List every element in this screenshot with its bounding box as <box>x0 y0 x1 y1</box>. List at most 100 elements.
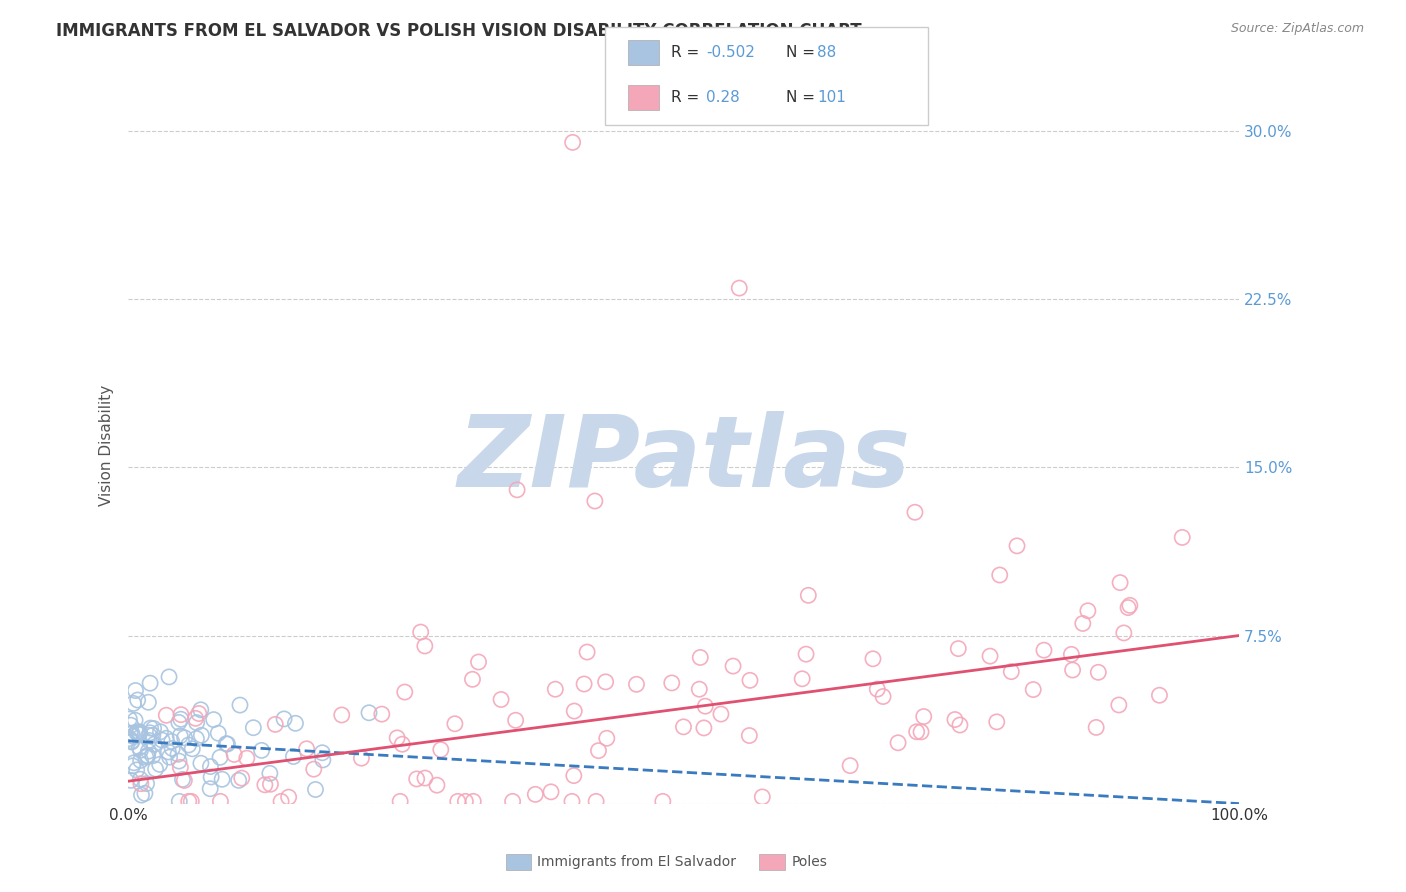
Point <box>905 724 928 739</box>
Point <box>311 746 333 760</box>
Point <box>394 685 416 699</box>
Point <box>447 794 470 808</box>
Point <box>169 760 191 774</box>
Point <box>259 777 281 791</box>
Point <box>1109 575 1132 590</box>
Point <box>1112 626 1135 640</box>
Point <box>138 744 160 758</box>
Point <box>215 737 238 751</box>
Point <box>208 750 231 764</box>
Point <box>155 731 177 746</box>
Point <box>169 729 191 743</box>
Point <box>157 670 180 684</box>
Point <box>304 782 326 797</box>
Point <box>127 724 149 739</box>
Point <box>312 753 335 767</box>
Point <box>200 759 222 773</box>
Point <box>413 639 436 653</box>
Point <box>135 776 157 790</box>
Point <box>330 708 353 723</box>
Point <box>231 771 253 785</box>
Point <box>454 794 477 808</box>
Point <box>979 649 1001 664</box>
Point <box>128 725 150 739</box>
Point <box>672 720 695 734</box>
Point <box>562 769 585 783</box>
Point <box>190 756 212 771</box>
Point <box>145 762 167 776</box>
Point <box>209 794 232 808</box>
Point <box>661 676 683 690</box>
Point <box>405 772 427 786</box>
Point <box>502 794 524 808</box>
Point <box>121 759 143 773</box>
Text: R =: R = <box>671 90 704 104</box>
Text: N =: N = <box>786 90 820 104</box>
Point <box>124 713 146 727</box>
Point <box>738 673 761 688</box>
Point <box>180 794 202 808</box>
Text: -0.502: -0.502 <box>706 45 755 60</box>
Point <box>1000 665 1022 679</box>
Point <box>284 716 307 731</box>
Point <box>167 754 190 768</box>
Point <box>155 708 177 723</box>
Point <box>187 706 209 721</box>
Point <box>170 707 193 722</box>
Point <box>184 711 207 725</box>
Point <box>125 725 148 739</box>
Point <box>544 682 567 697</box>
Point <box>1087 665 1109 680</box>
Point <box>186 731 208 746</box>
Point <box>169 794 191 808</box>
Point <box>904 505 927 519</box>
Point <box>167 715 190 730</box>
Point <box>120 773 142 788</box>
Point <box>253 778 276 792</box>
Text: Poles: Poles <box>792 855 828 869</box>
Point <box>409 625 432 640</box>
Point <box>127 693 149 707</box>
Point <box>1005 539 1028 553</box>
Point <box>391 737 413 751</box>
Point <box>229 698 252 712</box>
Point <box>1149 688 1171 702</box>
Point <box>211 772 233 787</box>
Y-axis label: Vision Disability: Vision Disability <box>100 384 114 506</box>
Point <box>794 647 817 661</box>
Point <box>273 712 295 726</box>
Point <box>596 731 619 746</box>
Point <box>540 785 562 799</box>
Point <box>181 741 204 756</box>
Point <box>561 136 583 150</box>
Point <box>283 749 305 764</box>
Point <box>1085 721 1108 735</box>
Point <box>118 731 141 746</box>
Point <box>172 772 194 787</box>
Point <box>576 645 599 659</box>
Point <box>264 717 287 731</box>
Point <box>277 790 299 805</box>
Point <box>120 718 142 732</box>
Point <box>866 682 889 697</box>
Point <box>948 641 970 656</box>
Point <box>357 706 380 720</box>
Point <box>561 794 583 808</box>
Point <box>721 659 744 673</box>
Point <box>588 744 610 758</box>
Point <box>1119 599 1142 613</box>
Point <box>160 734 183 748</box>
Point <box>463 794 485 808</box>
Point <box>121 729 143 743</box>
Point <box>912 709 935 723</box>
Point <box>626 677 648 691</box>
Point <box>136 749 159 764</box>
Point <box>1022 682 1045 697</box>
Point <box>236 751 259 765</box>
Point <box>125 763 148 777</box>
Point <box>134 786 156 800</box>
Point <box>136 748 159 763</box>
Point <box>389 794 412 808</box>
Point <box>186 715 208 730</box>
Point <box>862 652 884 666</box>
